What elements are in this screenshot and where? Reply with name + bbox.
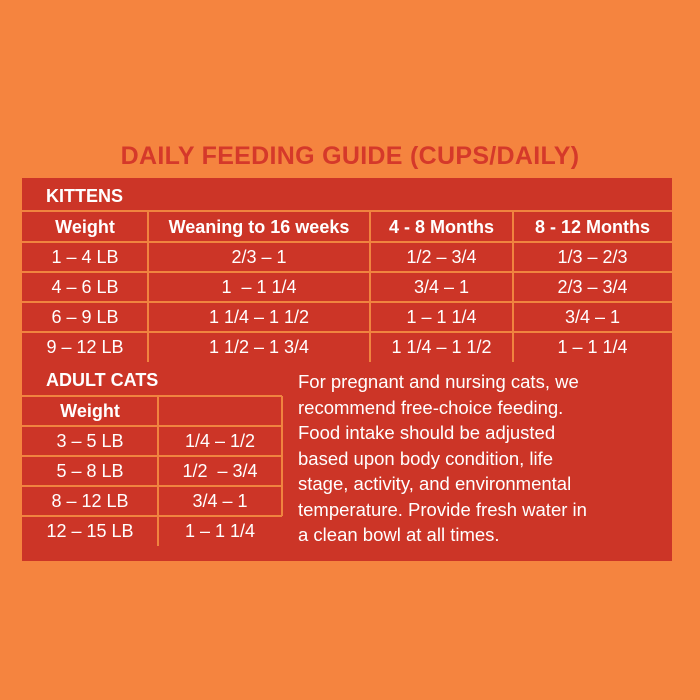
table-cell: 1/4 – 1/2 [184,430,256,451]
divider [22,485,282,487]
table-cell: 1 – 1 1/4 [406,306,477,327]
table-cell: 1 – 1 1/4 [221,276,297,297]
note-line: a clean bowl at all times. [298,524,500,545]
note-line: temperature. Provide fresh water in [298,498,587,520]
divider [22,210,672,212]
column-header: Weaning to 16 weeks [168,216,350,237]
column-header: 4 - 8 Months [388,216,494,237]
table-cell: 3 – 5 LB [56,430,124,451]
note-line: based upon body condition, life [298,447,554,469]
table-cell: 1/2 – 3/4 [406,246,477,267]
column-header: Weight [60,400,120,421]
divider [22,301,672,303]
table-cell: 1 1/2 – 1 3/4 [208,336,310,357]
divider [22,331,672,333]
divider [369,212,371,362]
table-cell: 3/4 – 1 [192,490,248,511]
divider [157,396,159,546]
divider [512,212,514,362]
divider [22,271,672,273]
table-cell: 8 – 12 LB [51,490,129,511]
table-cell: 12 – 15 LB [46,520,134,541]
note-line: recommend free-choice feeding. [298,396,564,418]
table-cell: 1 1/4 – 1 1/2 [391,336,492,357]
divider [22,455,282,457]
table-cell: 1 – 1 1/4 [184,520,256,541]
title: DAILY FEEDING GUIDE (CUPS/DAILY) [120,142,580,170]
divider [22,395,282,397]
table-cell: 9 – 12 LB [46,336,124,357]
table-cell: 3/4 – 1 [413,276,470,297]
note-line: stage, activity, and environmental [298,473,572,494]
note-line: For pregnant and nursing cats, we [298,371,579,392]
column-header: 8 - 12 Months [534,216,650,237]
table-cell: 1 1/4 – 1 1/2 [208,306,310,327]
section-label: KITTENS [46,186,124,206]
note-line: Food intake should be adjusted [298,422,556,443]
table-cell: 5 – 8 LB [56,460,124,481]
divider [22,241,672,243]
table-cell: 3/4 – 1 [564,306,621,327]
section-label: ADULT CATS [46,370,159,390]
table-cell: 6 – 9 LB [51,306,119,327]
divider [22,515,282,517]
table-cell: 2/3 – 3/4 [557,276,628,297]
table-cell: 1/2 – 3/4 [182,460,258,481]
table-cell: 1 – 1 1/4 [557,336,628,357]
table-cell: 2/3 – 1 [231,246,287,267]
table-cell: 1 – 4 LB [51,246,119,267]
divider [281,396,283,516]
table-cell: 1/3 – 2/3 [557,246,628,267]
table-cell: 4 – 6 LB [51,276,119,297]
column-header: Weight [55,216,115,237]
divider [22,425,282,427]
divider [147,212,149,362]
